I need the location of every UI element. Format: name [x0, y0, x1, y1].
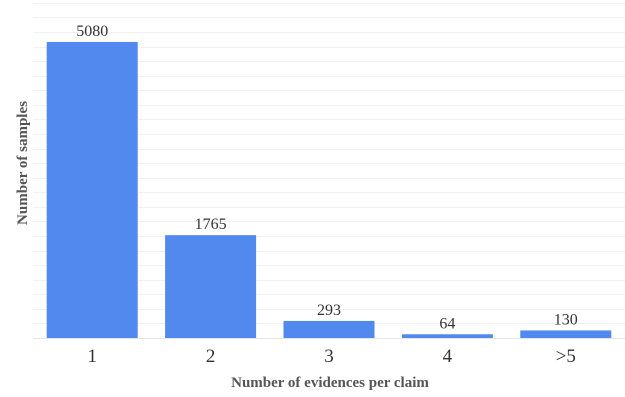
bar-1 — [46, 41, 138, 339]
data-label-4: 64 — [439, 315, 455, 332]
data-label-5: 130 — [554, 311, 578, 328]
x-axis-title: Number of evidences per claim — [231, 375, 429, 391]
x-tick-label-2: 2 — [206, 346, 216, 367]
data-labels: 5080 1765 293 64 130 — [76, 23, 578, 332]
bar-4 — [401, 334, 493, 338]
x-tick-label-3: 3 — [324, 346, 334, 367]
bar-3 — [283, 320, 375, 338]
x-tick-label-5: >5 — [556, 346, 576, 367]
x-tick-label-1: 1 — [87, 346, 97, 367]
bar-2 — [165, 235, 257, 338]
bars — [46, 41, 612, 339]
y-axis-title: Number of samples — [15, 101, 31, 225]
data-label-1: 5080 — [76, 23, 108, 40]
x-axis-ticks: 1 2 3 4 >5 — [87, 346, 575, 367]
data-label-3: 293 — [317, 302, 341, 319]
data-label-2: 1765 — [195, 216, 227, 233]
x-tick-label-4: 4 — [443, 346, 453, 367]
bar-5 — [520, 330, 612, 338]
